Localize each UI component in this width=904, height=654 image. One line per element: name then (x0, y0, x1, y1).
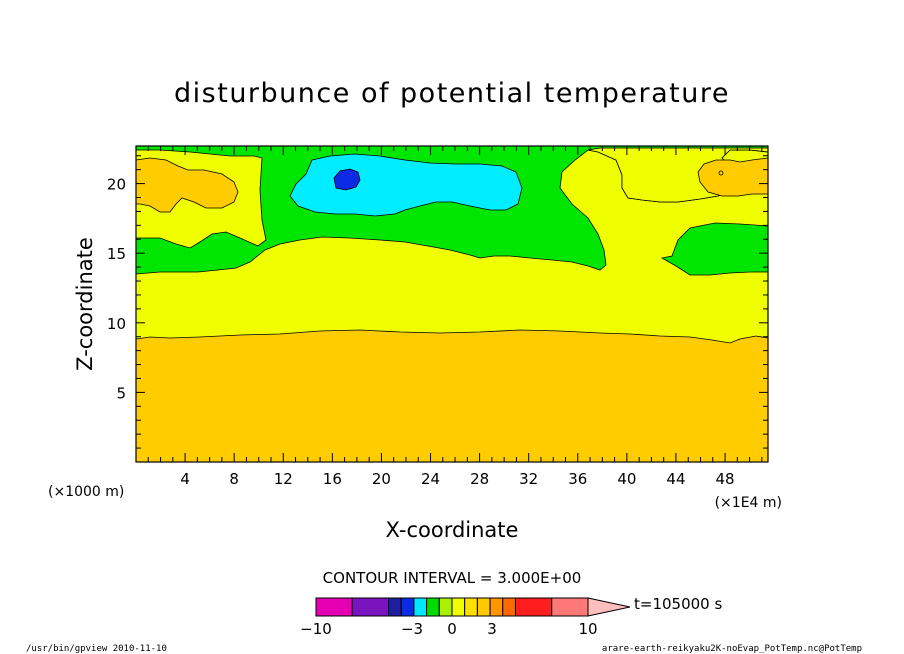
colorbar-label: −3 (401, 620, 423, 638)
time-label: t=105000 s (634, 595, 722, 613)
footer-right: arare-earth-reikyaku2K-noEvap_PotTemp.nc… (602, 644, 862, 654)
colorbar-swatch (464, 597, 478, 617)
y-tick-label: 5 (116, 384, 126, 402)
colorbar-swatch (476, 597, 491, 617)
x-tick-label: 8 (229, 470, 239, 488)
footer-left: /usr/bin/gpview 2010-11-10 (26, 644, 167, 654)
colorbar-swatch (514, 597, 553, 617)
x-tick-label: 32 (519, 470, 538, 488)
colorbar-swatch (388, 597, 402, 617)
x-tick-label: 24 (421, 470, 440, 488)
colorbar-swatch (438, 597, 453, 617)
colorbar-arrow (587, 597, 631, 617)
colorbar-label: −10 (300, 620, 332, 638)
y-axis-label: Z-coordinate (73, 237, 97, 371)
colorbar-swatch (551, 597, 589, 617)
colorbar-swatch (400, 597, 415, 617)
chart-title: disturbunce of potential temperature (174, 78, 730, 109)
x-tick-label: 36 (568, 470, 587, 488)
colorbar-swatch (413, 597, 428, 617)
x-tick-label: 40 (617, 470, 636, 488)
x-tick-label: 12 (274, 470, 293, 488)
colorbar-swatch (315, 597, 353, 617)
x-unit-right: (×1E4 m) (715, 495, 782, 511)
x-unit-left: (×1000 m) (48, 484, 124, 500)
x-tick-label: 20 (372, 470, 391, 488)
contour-orange-right (697, 157, 768, 197)
colorbar: −10 −3 0 3 10 (300, 597, 631, 638)
x-tick-label: 4 (180, 470, 190, 488)
plot-frame (135, 145, 769, 463)
colorbar-label: 3 (487, 620, 497, 638)
x-axis-label: X-coordinate (386, 518, 519, 542)
x-tick-label: 48 (716, 470, 735, 488)
contour-interval: CONTOUR INTERVAL = 3.000E+00 (323, 569, 582, 587)
y-tick-label: 10 (107, 315, 126, 333)
y-tick-label: 15 (107, 245, 126, 263)
contour-orange-left (136, 157, 239, 213)
colorbar-label: 10 (578, 620, 597, 638)
colorbar-swatch (502, 597, 516, 617)
colorbar-swatch (489, 597, 504, 617)
x-tick-label: 44 (666, 470, 685, 488)
colorbar-swatch (351, 597, 390, 617)
colorbar-swatch (451, 597, 466, 617)
colorbar-swatch (426, 597, 440, 617)
contour-blue-core (333, 168, 361, 191)
contour-small-closed-line (718, 170, 724, 176)
x-tick-label: 28 (470, 470, 489, 488)
colorbar-label: 0 (447, 620, 457, 638)
y-tick-label: 20 (107, 176, 126, 194)
x-tick-label: 16 (323, 470, 342, 488)
